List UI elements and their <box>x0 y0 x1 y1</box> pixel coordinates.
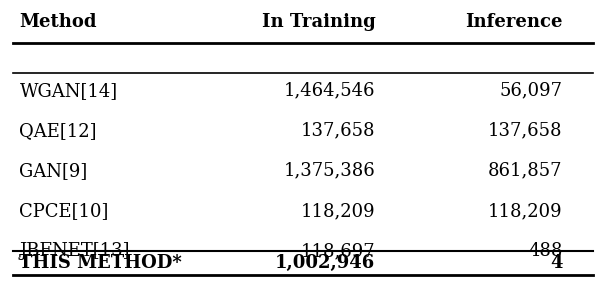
Text: 118,209: 118,209 <box>301 202 375 220</box>
Text: GAN[9]: GAN[9] <box>19 162 88 180</box>
Text: CPCE[10]: CPCE[10] <box>19 202 109 220</box>
Text: THIS METHOD*: THIS METHOD* <box>19 254 182 272</box>
Text: 137,658: 137,658 <box>301 122 375 140</box>
Text: JBFNET[13]: JBFNET[13] <box>19 242 130 260</box>
Text: 1,002,946: 1,002,946 <box>275 254 375 272</box>
Text: 118,209: 118,209 <box>488 202 562 220</box>
Text: QAE[12]: QAE[12] <box>19 122 97 140</box>
Text: 1,464,546: 1,464,546 <box>284 82 375 100</box>
Text: 4: 4 <box>550 254 562 272</box>
Text: Method: Method <box>19 13 97 31</box>
Text: In Training: In Training <box>262 13 375 31</box>
Text: Inference: Inference <box>465 13 562 31</box>
Text: 488: 488 <box>528 242 562 260</box>
Text: WGAN[14]: WGAN[14] <box>19 82 118 100</box>
Text: 861,857: 861,857 <box>488 162 562 180</box>
Text: 56,097: 56,097 <box>499 82 562 100</box>
Text: 118,697: 118,697 <box>301 242 375 260</box>
Text: 1,375,386: 1,375,386 <box>284 162 375 180</box>
Text: 137,658: 137,658 <box>488 122 562 140</box>
